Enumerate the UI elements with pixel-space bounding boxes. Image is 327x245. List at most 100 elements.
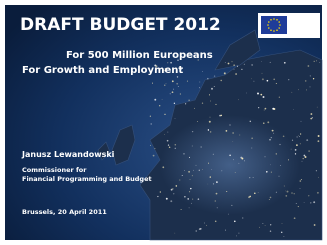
city-light	[216, 193, 218, 195]
city-light	[233, 65, 234, 66]
city-light	[249, 177, 250, 178]
city-light	[172, 91, 174, 93]
city-light	[192, 146, 193, 147]
star	[278, 21, 280, 23]
city-light	[181, 209, 182, 210]
city-light	[279, 97, 280, 98]
city-light	[252, 138, 253, 139]
city-light	[209, 121, 211, 123]
city-light	[209, 94, 210, 95]
city-light	[273, 133, 274, 134]
city-light	[150, 145, 151, 146]
city-light	[226, 191, 227, 192]
city-light	[175, 118, 176, 119]
city-light	[235, 172, 236, 173]
city-light	[265, 156, 266, 157]
city-light	[180, 94, 181, 95]
city-light	[194, 108, 195, 109]
place-date: Brussels, 20 April 2011	[22, 208, 107, 216]
city-light	[263, 223, 264, 224]
city-light	[253, 81, 254, 82]
city-light	[189, 157, 190, 158]
city-light	[271, 172, 272, 173]
city-light	[210, 131, 212, 133]
city-light	[270, 197, 272, 199]
city-light	[215, 201, 216, 202]
city-light	[167, 62, 168, 63]
city-light	[184, 196, 186, 198]
city-light	[170, 93, 171, 94]
city-light	[270, 230, 271, 231]
city-light	[299, 180, 301, 182]
city-light	[214, 86, 215, 87]
city-light	[192, 199, 193, 200]
city-light	[170, 200, 172, 202]
city-light	[167, 132, 168, 133]
city-light	[217, 207, 218, 208]
city-light	[284, 62, 286, 64]
city-light	[299, 136, 300, 137]
city-light	[241, 69, 242, 70]
city-light	[317, 140, 319, 142]
city-light	[313, 78, 314, 79]
city-light	[258, 107, 259, 108]
city-light	[154, 148, 155, 149]
city-light	[288, 159, 289, 160]
city-light	[244, 64, 245, 65]
city-light	[235, 73, 237, 75]
city-light	[271, 137, 272, 138]
city-light	[319, 62, 320, 63]
city-light	[190, 179, 191, 180]
city-light	[157, 196, 158, 197]
city-light	[298, 206, 299, 207]
city-light	[152, 83, 153, 84]
city-light	[267, 121, 269, 123]
city-light	[193, 170, 194, 171]
city-light	[175, 148, 176, 149]
city-light	[238, 99, 239, 100]
city-light	[216, 181, 218, 183]
city-light	[213, 183, 214, 184]
city-light	[166, 83, 167, 84]
city-light	[270, 224, 271, 225]
star	[279, 24, 281, 26]
city-light	[254, 192, 256, 194]
city-light	[272, 130, 274, 132]
star	[273, 30, 275, 32]
city-light	[175, 144, 177, 146]
city-light	[202, 103, 203, 104]
city-light	[258, 192, 259, 193]
city-light	[292, 140, 293, 141]
city-light	[306, 89, 307, 90]
city-light	[208, 129, 209, 130]
star	[270, 29, 272, 31]
city-light	[213, 154, 214, 155]
city-light	[262, 73, 263, 74]
city-light	[239, 163, 240, 164]
city-light	[297, 136, 298, 137]
city-light	[150, 116, 151, 117]
city-light	[309, 86, 310, 87]
city-light	[221, 170, 222, 171]
city-light	[210, 100, 211, 101]
city-light	[318, 177, 319, 178]
city-light	[269, 139, 271, 141]
city-light	[173, 89, 174, 90]
city-glow	[160, 115, 300, 215]
city-light	[257, 93, 259, 95]
city-light	[187, 198, 189, 200]
city-light	[266, 171, 268, 173]
city-light	[239, 135, 240, 136]
city-light	[283, 136, 285, 138]
city-light	[267, 80, 269, 82]
city-light	[221, 115, 223, 117]
city-light	[202, 169, 203, 170]
city-light	[241, 158, 243, 160]
city-light	[263, 96, 265, 98]
city-light	[189, 191, 190, 192]
city-light	[303, 158, 304, 159]
city-light	[196, 230, 197, 231]
city-light	[190, 188, 191, 189]
city-light	[279, 144, 280, 145]
city-light	[150, 123, 151, 124]
